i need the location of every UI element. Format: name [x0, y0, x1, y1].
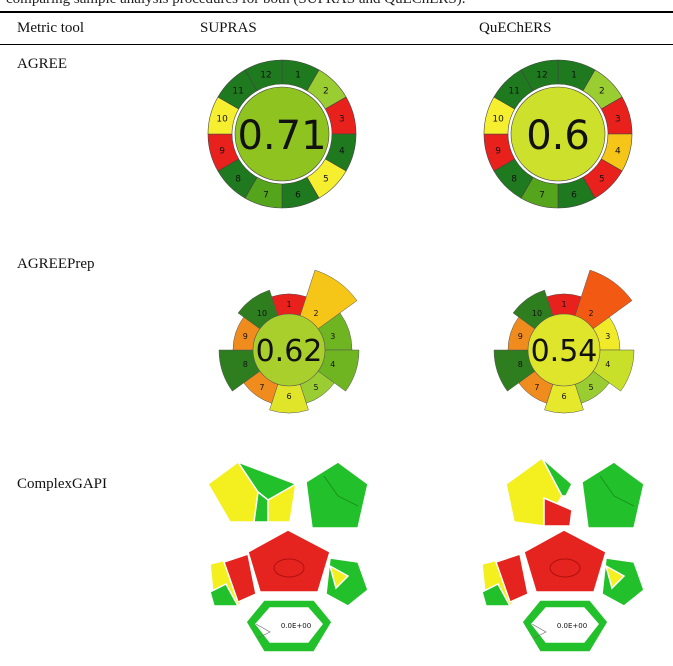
agreeprep-sector-label: 6	[561, 392, 566, 401]
agreeprep-sector-label: 5	[588, 383, 593, 392]
agreeprep-sector-label: 2	[588, 309, 593, 318]
gapi-divider	[323, 475, 359, 507]
gapi-left-field	[495, 553, 529, 604]
agreeprep-sector-label: 8	[243, 360, 248, 369]
agree-segment-label: 4	[339, 147, 345, 157]
gapi-left-field	[481, 583, 512, 607]
agreeprep-sector-label: 7	[534, 383, 539, 392]
agreeprep-sector-label: 1	[286, 300, 291, 309]
table-header-rule	[0, 44, 673, 45]
agree-segment-label: 3	[339, 114, 345, 124]
gapi-upper-left-field	[543, 496, 573, 527]
agreeprep-score: 0.62	[256, 334, 323, 369]
gapi-left-field	[223, 553, 257, 604]
agree-segment-label: 2	[599, 87, 605, 97]
agree-segment-label: 12	[260, 71, 271, 81]
agreeprep-sector-label: 4	[605, 360, 610, 369]
agreeprep-sector-label: 6	[286, 392, 291, 401]
agreeprep-sector-label: 10	[532, 309, 542, 318]
agreeprep-sector-label: 3	[330, 332, 335, 341]
agree-segment-label: 6	[295, 190, 301, 200]
agree-segment-label: 8	[235, 174, 241, 184]
agree-score: 0.6	[526, 113, 590, 159]
agreeprep-sector-label: 10	[257, 309, 267, 318]
agree-segment-label: 5	[323, 174, 329, 184]
gapi-right-field	[604, 564, 626, 590]
agreeprep-center-disc	[527, 313, 601, 387]
agree-segment-label: 9	[219, 147, 225, 157]
gapi-center-ellipse	[273, 558, 305, 578]
gapi-center-pentagon	[523, 529, 607, 593]
table-caption: comparing sample analysis procedures for…	[6, 0, 466, 8]
gapi-label: 0.0E+00	[557, 622, 587, 630]
agreeprep-sector-label: 5	[313, 383, 318, 392]
agreeprep-sector-label: 1	[561, 300, 566, 309]
gapi-center-ellipse	[549, 558, 581, 578]
gapi-divider	[531, 623, 547, 639]
row-label-agreeprep: AGREEPrep	[17, 256, 95, 272]
agreeprep-sector-label: 3	[605, 332, 610, 341]
agreeprep-pictogram-quechers: 1 2 3 4 5 6 7 8 9 10 0.54	[493, 269, 635, 414]
row-label-complexgapi: ComplexGAPI	[17, 476, 107, 492]
agreeprep-score: 0.54	[531, 334, 598, 369]
agreeprep-pictogram-supras: 1 2 3 4 5 6 7 8 9 10 0.62	[218, 269, 360, 414]
agree-segment-label: 11	[232, 87, 243, 97]
gapi-divider	[599, 475, 635, 507]
agree-segment-label: 4	[615, 147, 621, 157]
gapi-upper-left-field	[253, 490, 269, 523]
gapi-divider	[255, 623, 271, 639]
gapi-right-pentagon	[325, 557, 369, 607]
gapi-left-field	[209, 583, 240, 607]
agree-segment-label: 10	[492, 114, 504, 124]
agreeprep-sector-label: 8	[518, 360, 523, 369]
agree-segment-12	[520, 59, 559, 92]
agree-segment-label: 6	[571, 190, 577, 200]
header-metric-tool: Metric tool	[17, 20, 85, 36]
gapi-label: 0.0E+00	[281, 622, 311, 630]
gapi-right-field	[328, 564, 350, 590]
agreeprep-sector-label: 9	[518, 332, 523, 341]
agree-center-disc	[234, 86, 330, 182]
agree-score: 0.71	[237, 113, 326, 159]
agreeprep-sector-label: 7	[259, 383, 264, 392]
table-top-rule	[0, 11, 673, 13]
agree-segment-label: 12	[536, 71, 547, 81]
agree-segment-label: 3	[615, 114, 621, 124]
gapi-upper-left-field	[541, 457, 573, 497]
agree-segment-label: 7	[539, 190, 545, 200]
agree-segment-label: 5	[599, 174, 605, 184]
gapi-right-pentagon	[601, 557, 645, 607]
agree-segment-label: 7	[263, 190, 269, 200]
agree-center-disc	[510, 86, 606, 182]
agree-segment-12	[244, 59, 283, 92]
gapi-center-pentagon	[247, 529, 331, 593]
agree-segment-label: 11	[508, 87, 519, 97]
agree-segment-label: 9	[495, 147, 501, 157]
agree-segment-label: 1	[295, 71, 301, 81]
header-supras: SUPRAS	[200, 20, 257, 36]
agreeprep-sector-label: 2	[313, 309, 318, 318]
complexgapi-pictogram-supras: 0.0E+00	[207, 460, 369, 653]
agreeprep-sector-label: 9	[243, 332, 248, 341]
header-quechers: QuEChERS	[479, 20, 552, 36]
complexgapi-pictogram-quechers: 0.0E+00	[481, 456, 645, 653]
agree-segment-label: 10	[216, 114, 228, 124]
agree-segment-label: 8	[511, 174, 517, 184]
agree-segment-label: 2	[323, 87, 329, 97]
agree-segment-label: 1	[571, 71, 577, 81]
agreeprep-center-disc	[252, 313, 326, 387]
agreeprep-sector-label: 4	[330, 360, 335, 369]
row-label-agree: AGREE	[17, 56, 67, 72]
